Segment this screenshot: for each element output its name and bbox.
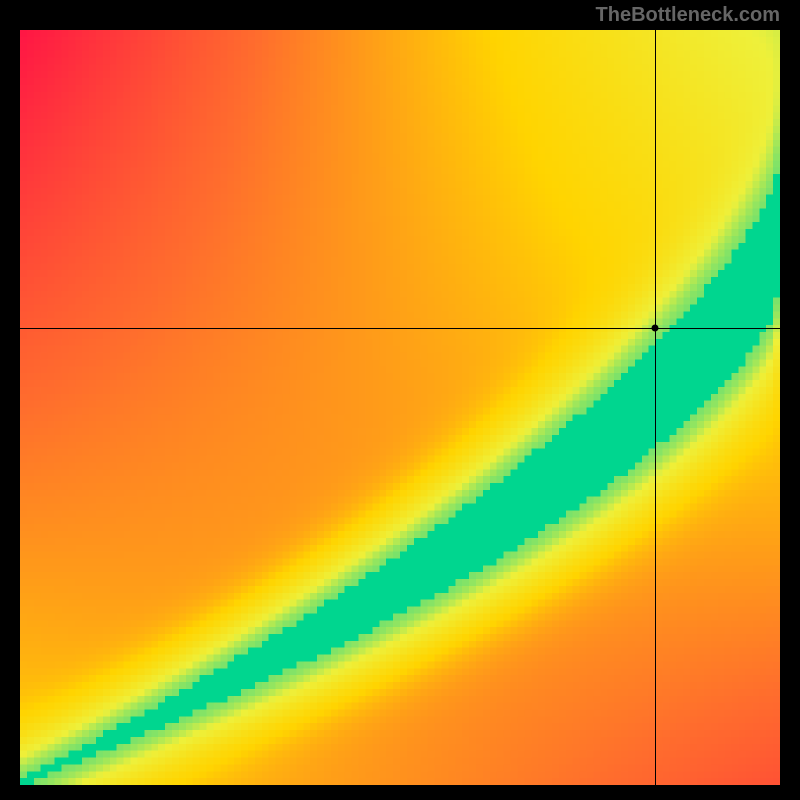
crosshair-horizontal (20, 328, 780, 329)
heatmap-plot-area (20, 30, 780, 785)
watermark-text: TheBottleneck.com (596, 4, 780, 27)
crosshair-marker-dot (651, 325, 658, 332)
crosshair-vertical (655, 30, 656, 785)
heatmap-canvas (20, 30, 780, 785)
